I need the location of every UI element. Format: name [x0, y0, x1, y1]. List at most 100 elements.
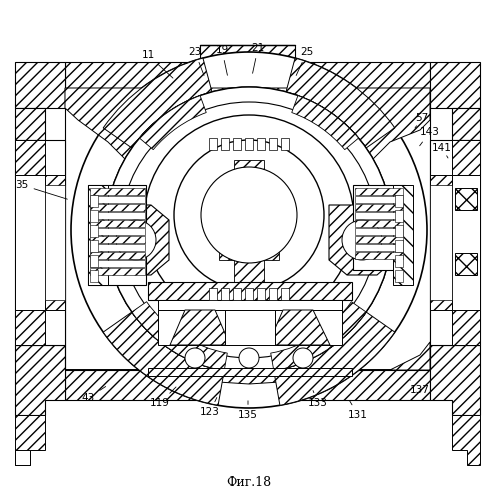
Bar: [355, 220, 403, 227]
Bar: [395, 195, 403, 207]
Polygon shape: [329, 205, 394, 275]
Polygon shape: [65, 342, 430, 384]
Bar: [209, 138, 217, 150]
Wedge shape: [132, 302, 227, 371]
Polygon shape: [65, 62, 430, 88]
Text: 133: 133: [308, 390, 328, 408]
Bar: [88, 185, 108, 285]
Bar: [395, 210, 403, 222]
Text: 23: 23: [188, 47, 204, 76]
Polygon shape: [65, 88, 430, 192]
Circle shape: [106, 87, 392, 373]
Polygon shape: [45, 185, 65, 300]
Text: 123: 123: [200, 398, 220, 417]
Bar: [269, 288, 277, 300]
Bar: [90, 244, 145, 251]
Polygon shape: [15, 175, 45, 310]
Polygon shape: [200, 45, 295, 62]
Polygon shape: [452, 108, 480, 140]
Circle shape: [239, 348, 259, 368]
Bar: [395, 270, 403, 282]
Bar: [455, 253, 477, 275]
Polygon shape: [225, 310, 275, 345]
Polygon shape: [430, 140, 480, 345]
Bar: [245, 138, 253, 150]
Polygon shape: [15, 140, 65, 345]
Polygon shape: [430, 62, 480, 108]
Circle shape: [201, 167, 297, 263]
Text: 135: 135: [238, 401, 258, 420]
Wedge shape: [271, 302, 366, 371]
Bar: [90, 255, 98, 267]
Bar: [90, 236, 145, 243]
Polygon shape: [104, 205, 169, 275]
Polygon shape: [45, 175, 65, 310]
Bar: [269, 138, 277, 150]
Text: 143: 143: [420, 127, 440, 146]
Bar: [455, 188, 477, 210]
Polygon shape: [219, 160, 279, 285]
Text: 11: 11: [141, 50, 173, 78]
Text: 35: 35: [15, 180, 67, 199]
Text: 141: 141: [432, 143, 452, 158]
Bar: [355, 188, 403, 195]
Bar: [221, 288, 229, 300]
Bar: [90, 212, 145, 219]
Bar: [353, 185, 405, 270]
Bar: [90, 196, 145, 203]
Polygon shape: [170, 310, 230, 345]
Circle shape: [144, 115, 354, 325]
Polygon shape: [15, 62, 65, 108]
Bar: [90, 268, 145, 275]
Text: 131: 131: [348, 400, 368, 420]
Bar: [355, 196, 403, 203]
Bar: [393, 185, 413, 285]
Bar: [90, 204, 145, 211]
Text: 119: 119: [150, 387, 176, 408]
Text: 137: 137: [410, 380, 430, 395]
Polygon shape: [452, 310, 480, 345]
Bar: [90, 188, 145, 195]
Bar: [90, 260, 145, 267]
Bar: [395, 225, 403, 237]
Bar: [395, 240, 403, 252]
Text: 21: 21: [251, 43, 264, 74]
Bar: [90, 240, 98, 252]
Bar: [90, 252, 145, 259]
Circle shape: [106, 87, 392, 373]
Bar: [15, 450, 30, 465]
Polygon shape: [452, 140, 480, 175]
Bar: [355, 244, 403, 251]
Text: 19: 19: [215, 45, 229, 76]
Bar: [90, 225, 98, 237]
Circle shape: [185, 348, 205, 368]
Wedge shape: [139, 96, 206, 150]
Polygon shape: [452, 175, 480, 310]
Text: 57: 57: [415, 113, 429, 128]
Polygon shape: [15, 310, 45, 345]
Bar: [158, 310, 342, 345]
Bar: [90, 270, 98, 282]
Circle shape: [121, 102, 377, 358]
Polygon shape: [430, 175, 452, 310]
Polygon shape: [15, 108, 45, 140]
Wedge shape: [286, 58, 395, 148]
Bar: [88, 185, 146, 285]
Bar: [148, 368, 352, 376]
Circle shape: [293, 348, 313, 368]
Bar: [355, 228, 403, 235]
Bar: [221, 138, 229, 150]
Bar: [158, 300, 342, 310]
Polygon shape: [268, 310, 330, 345]
Bar: [90, 210, 98, 222]
Polygon shape: [15, 345, 65, 415]
Polygon shape: [65, 370, 430, 400]
Bar: [355, 236, 403, 243]
Polygon shape: [15, 140, 45, 175]
Bar: [209, 288, 217, 300]
Wedge shape: [292, 96, 359, 150]
Polygon shape: [430, 185, 452, 300]
Bar: [245, 288, 253, 300]
Wedge shape: [103, 58, 212, 148]
Bar: [257, 138, 265, 150]
